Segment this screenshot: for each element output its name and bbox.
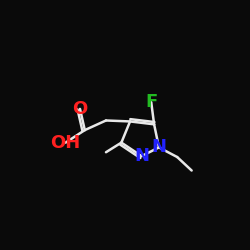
Text: N: N: [134, 147, 149, 165]
Text: O: O: [72, 100, 88, 118]
Text: N: N: [152, 138, 166, 156]
Text: F: F: [145, 93, 157, 111]
Text: OH: OH: [50, 134, 81, 152]
